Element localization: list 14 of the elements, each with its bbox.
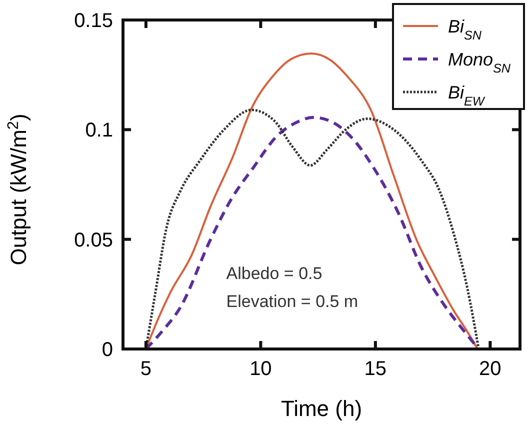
- x-tick-label: 20: [479, 358, 502, 380]
- annotation: Elevation = 0.5 m: [226, 292, 358, 311]
- legend-label: Bi$_{SN}$: [448, 16, 482, 42]
- y-tick-label: 0.05: [74, 229, 113, 252]
- y-tick-label: 0.1: [85, 120, 113, 142]
- y-tick-label: 0: [102, 339, 113, 361]
- legend-label: Mono$_{SN}$: [448, 49, 512, 76]
- x-tick-label: 15: [364, 358, 387, 380]
- annotation: Albedo = 0.5: [226, 264, 322, 283]
- x-tick-label: 10: [250, 358, 272, 380]
- y-tick-label: 0.15: [74, 10, 113, 32]
- x-tick-label: 5: [140, 358, 152, 380]
- x-axis-title: Time (h): [280, 396, 362, 421]
- legend-label: Bi$_{EW}$: [448, 82, 486, 108]
